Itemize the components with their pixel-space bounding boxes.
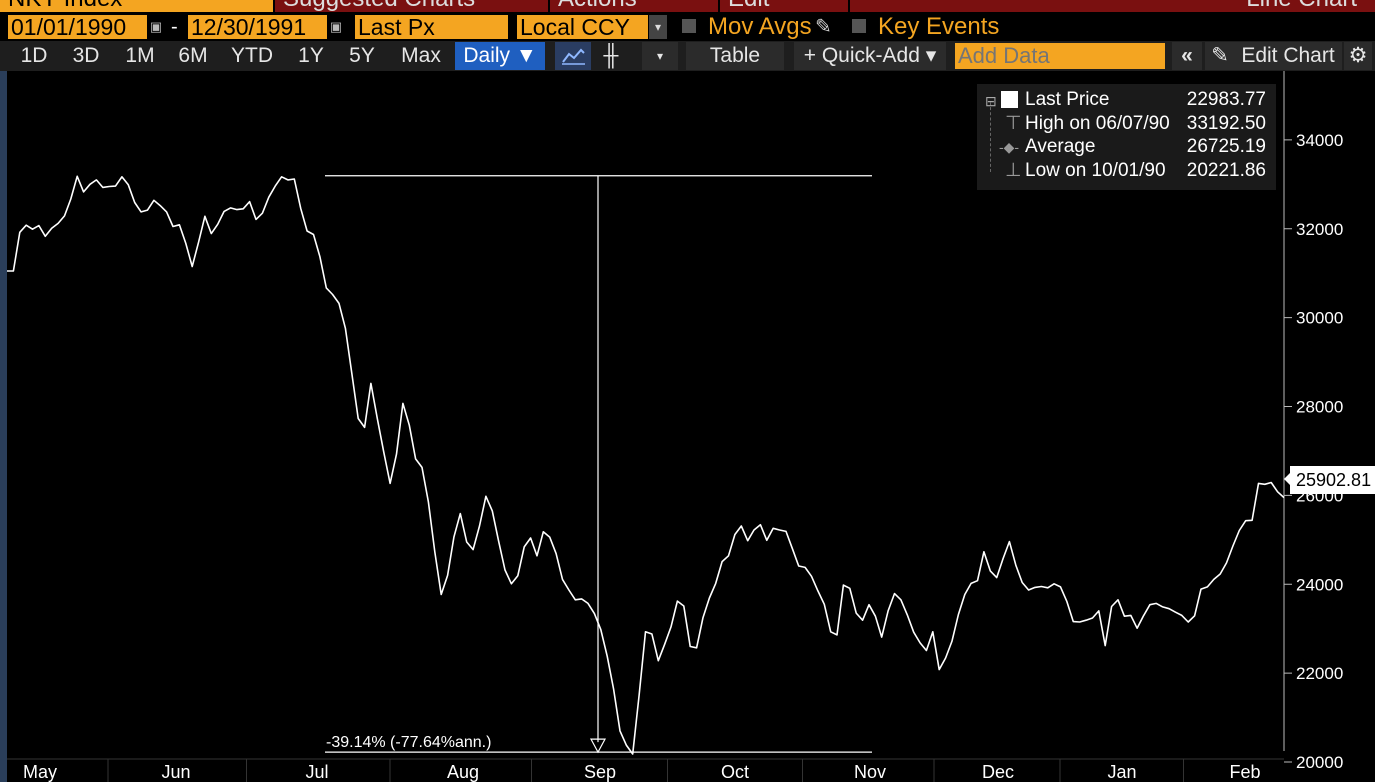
edit-tab[interactable]: Edit xyxy=(720,0,848,12)
average-marker-icon: -◆- xyxy=(999,139,1020,155)
legend-tree-line xyxy=(990,102,992,172)
x-tick-label: Jun xyxy=(161,762,190,782)
left-edge-bar xyxy=(0,71,7,782)
pencil-icon[interactable]: ✎ xyxy=(815,16,832,38)
line-chart-icon[interactable] xyxy=(555,42,591,70)
low-marker-icon: ⊥ xyxy=(1005,160,1022,181)
legend-low-label: Low on 10/01/90 xyxy=(1025,160,1166,181)
y-tick-label: 32000 xyxy=(1296,220,1343,239)
start-date-field[interactable]: 01/01/1990 xyxy=(8,15,147,39)
mov-avgs-checkbox[interactable] xyxy=(682,19,696,33)
legend-average-label: Average xyxy=(1025,136,1096,157)
period-ytd-button[interactable]: YTD xyxy=(231,44,273,67)
controls-bar: 01/01/1990 ▣ - 12/30/1991 ▣ Last Px Loca… xyxy=(0,13,1375,41)
table-button[interactable]: Table xyxy=(686,42,784,70)
y-tick-label: 34000 xyxy=(1296,131,1343,150)
chart-toolbar: 1D 3D 1M 6M YTD 1Y 5Y Max Daily ▼ ╫ ▾ Ta… xyxy=(0,41,1375,71)
last-value-pointer xyxy=(1284,473,1290,485)
x-tick-label: Dec xyxy=(982,762,1014,782)
mov-avgs-label[interactable]: Mov Avgs xyxy=(708,13,812,40)
period-6m-button[interactable]: 6M xyxy=(178,44,208,67)
x-tick-label: Sep xyxy=(584,762,616,782)
last-value-tag: 25902.81 xyxy=(1290,466,1375,494)
legend-high-label: High on 06/07/90 xyxy=(1025,113,1170,134)
y-tick-label: 30000 xyxy=(1296,309,1343,328)
y-tick-label: 24000 xyxy=(1296,575,1343,594)
period-5y-button[interactable]: 5Y xyxy=(349,44,375,67)
chevron-down-icon[interactable]: ▾ xyxy=(642,42,678,70)
period-1m-button[interactable]: 1M xyxy=(125,44,155,67)
top-tab-strip: NKY Index Suggested Charts Actions Edit … xyxy=(0,0,1375,12)
bar-chart-icon[interactable]: ╫ xyxy=(603,44,619,67)
y-tick-label: 20000 xyxy=(1296,753,1343,772)
date-separator: - xyxy=(171,16,178,38)
drawdown-arrow-icon xyxy=(589,738,607,754)
actions-tab[interactable]: Actions xyxy=(550,0,718,12)
x-tick-label: Oct xyxy=(721,762,749,782)
legend-low-value: 20221.86 xyxy=(1186,160,1266,181)
y-tick-label: 22000 xyxy=(1296,664,1343,683)
legend-last-value: 22983.77 xyxy=(1186,89,1266,110)
high-marker-icon: ⊤ xyxy=(1005,113,1022,134)
gear-icon[interactable]: ⚙ xyxy=(1344,42,1372,70)
legend-high-value: 33192.50 xyxy=(1186,113,1266,134)
edit-chart-button[interactable]: Edit Chart xyxy=(1234,42,1342,70)
x-tick-label: Feb xyxy=(1229,762,1260,782)
chevron-down-icon[interactable]: ▾ xyxy=(649,15,667,39)
price-line xyxy=(7,175,1285,755)
legend-last-label: Last Price xyxy=(1025,89,1110,110)
suggested-charts-tab[interactable]: Suggested Charts xyxy=(275,0,548,12)
add-data-input[interactable] xyxy=(955,43,1165,69)
period-1y-button[interactable]: 1Y xyxy=(298,44,324,67)
y-tick-label: 28000 xyxy=(1296,398,1343,417)
pencil-icon[interactable]: ✎ xyxy=(1205,42,1235,70)
key-events-label[interactable]: Key Events xyxy=(878,13,1000,40)
key-events-checkbox[interactable] xyxy=(852,19,866,33)
quick-add-button[interactable]: + Quick-Add ▾ xyxy=(794,42,946,70)
drawdown-label: -39.14% (-77.64%ann.) xyxy=(326,734,491,751)
price-chart-svg: 2000022000240002600028000300003200034000… xyxy=(7,71,1343,782)
frequency-select[interactable]: Daily ▼ xyxy=(455,42,545,70)
x-tick-label: Nov xyxy=(854,762,886,782)
period-3d-button[interactable]: 3D xyxy=(72,44,100,67)
legend-average-value: 26725.19 xyxy=(1186,136,1266,157)
x-tick-label: Jul xyxy=(305,762,328,782)
collapse-icon[interactable]: « xyxy=(1172,42,1202,70)
end-date-field[interactable]: 12/30/1991 xyxy=(188,15,327,39)
price-chart[interactable]: 20000 22000 24000 26000 28000 30000 32000 34000… xyxy=(0,71,1375,782)
x-tick-label: May xyxy=(23,762,57,782)
currency-select[interactable]: Local CCY xyxy=(517,15,648,39)
x-tick-label: Jan xyxy=(1107,762,1136,782)
price-field-select[interactable]: Last Px xyxy=(355,15,508,39)
calendar-icon[interactable]: ▣ xyxy=(149,19,163,34)
chart-legend: ⊟ Last Price 22983.77 ⊤ High on 06/07/90… xyxy=(977,84,1276,190)
legend-collapse-icon[interactable]: ⊟ xyxy=(985,93,997,109)
ticker-tab[interactable]: NKY Index xyxy=(0,0,273,12)
calendar-icon[interactable]: ▣ xyxy=(329,19,343,34)
x-tick-label: Aug xyxy=(447,762,479,782)
chart-type-tab[interactable]: Line Chart xyxy=(850,0,1375,12)
period-1d-button[interactable]: 1D xyxy=(20,44,48,67)
series-swatch xyxy=(1001,91,1018,108)
period-max-button[interactable]: Max xyxy=(401,44,441,67)
